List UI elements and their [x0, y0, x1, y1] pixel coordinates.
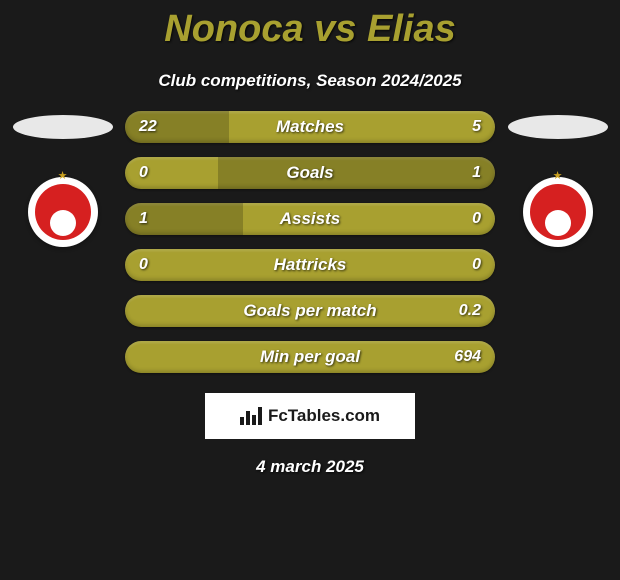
- stat-right-value: 0.2: [459, 302, 481, 320]
- stat-row: 0Goals1: [125, 157, 495, 189]
- badge-inner: [35, 184, 91, 240]
- stat-row: 0Hattricks0: [125, 249, 495, 281]
- star-icon: ★: [58, 169, 68, 182]
- stat-right-value: 0: [472, 256, 481, 274]
- right-club-badge: ★: [523, 177, 593, 247]
- stats-bars: 22Matches50Goals11Assists00Hattricks0Goa…: [125, 111, 495, 387]
- stat-row: 1Assists0: [125, 203, 495, 235]
- stat-label: Hattricks: [125, 255, 495, 275]
- date-label: 4 march 2025: [0, 457, 620, 477]
- stat-row: 22Matches5: [125, 111, 495, 143]
- branding-text: FcTables.com: [268, 406, 380, 426]
- ball-icon: [545, 210, 571, 236]
- stat-right-value: 1: [472, 164, 481, 182]
- stat-right-value: 694: [454, 348, 481, 366]
- left-club-badge: ★: [28, 177, 98, 247]
- ball-icon: [50, 210, 76, 236]
- stat-label: Goals per match: [125, 301, 495, 321]
- page-subtitle: Club competitions, Season 2024/2025: [0, 71, 620, 91]
- chart-icon: [240, 407, 262, 425]
- stat-right-value: 0: [472, 210, 481, 228]
- stat-label: Matches: [125, 117, 495, 137]
- page-title: Nonoca vs Elias: [0, 0, 620, 51]
- stat-label: Goals: [125, 163, 495, 183]
- player-placeholder-icon: [13, 115, 113, 139]
- stat-label: Assists: [125, 209, 495, 229]
- comparison-panel: ★ 22Matches50Goals11Assists00Hattricks0G…: [0, 111, 620, 387]
- stat-row: Goals per match0.2: [125, 295, 495, 327]
- badge-inner: [530, 184, 586, 240]
- left-player-column: ★: [10, 111, 115, 247]
- stat-label: Min per goal: [125, 347, 495, 367]
- stat-row: Min per goal694: [125, 341, 495, 373]
- right-player-column: ★: [505, 111, 610, 247]
- stat-right-value: 5: [472, 118, 481, 136]
- star-icon: ★: [553, 169, 563, 182]
- branding-badge: FcTables.com: [205, 393, 415, 439]
- player-placeholder-icon: [508, 115, 608, 139]
